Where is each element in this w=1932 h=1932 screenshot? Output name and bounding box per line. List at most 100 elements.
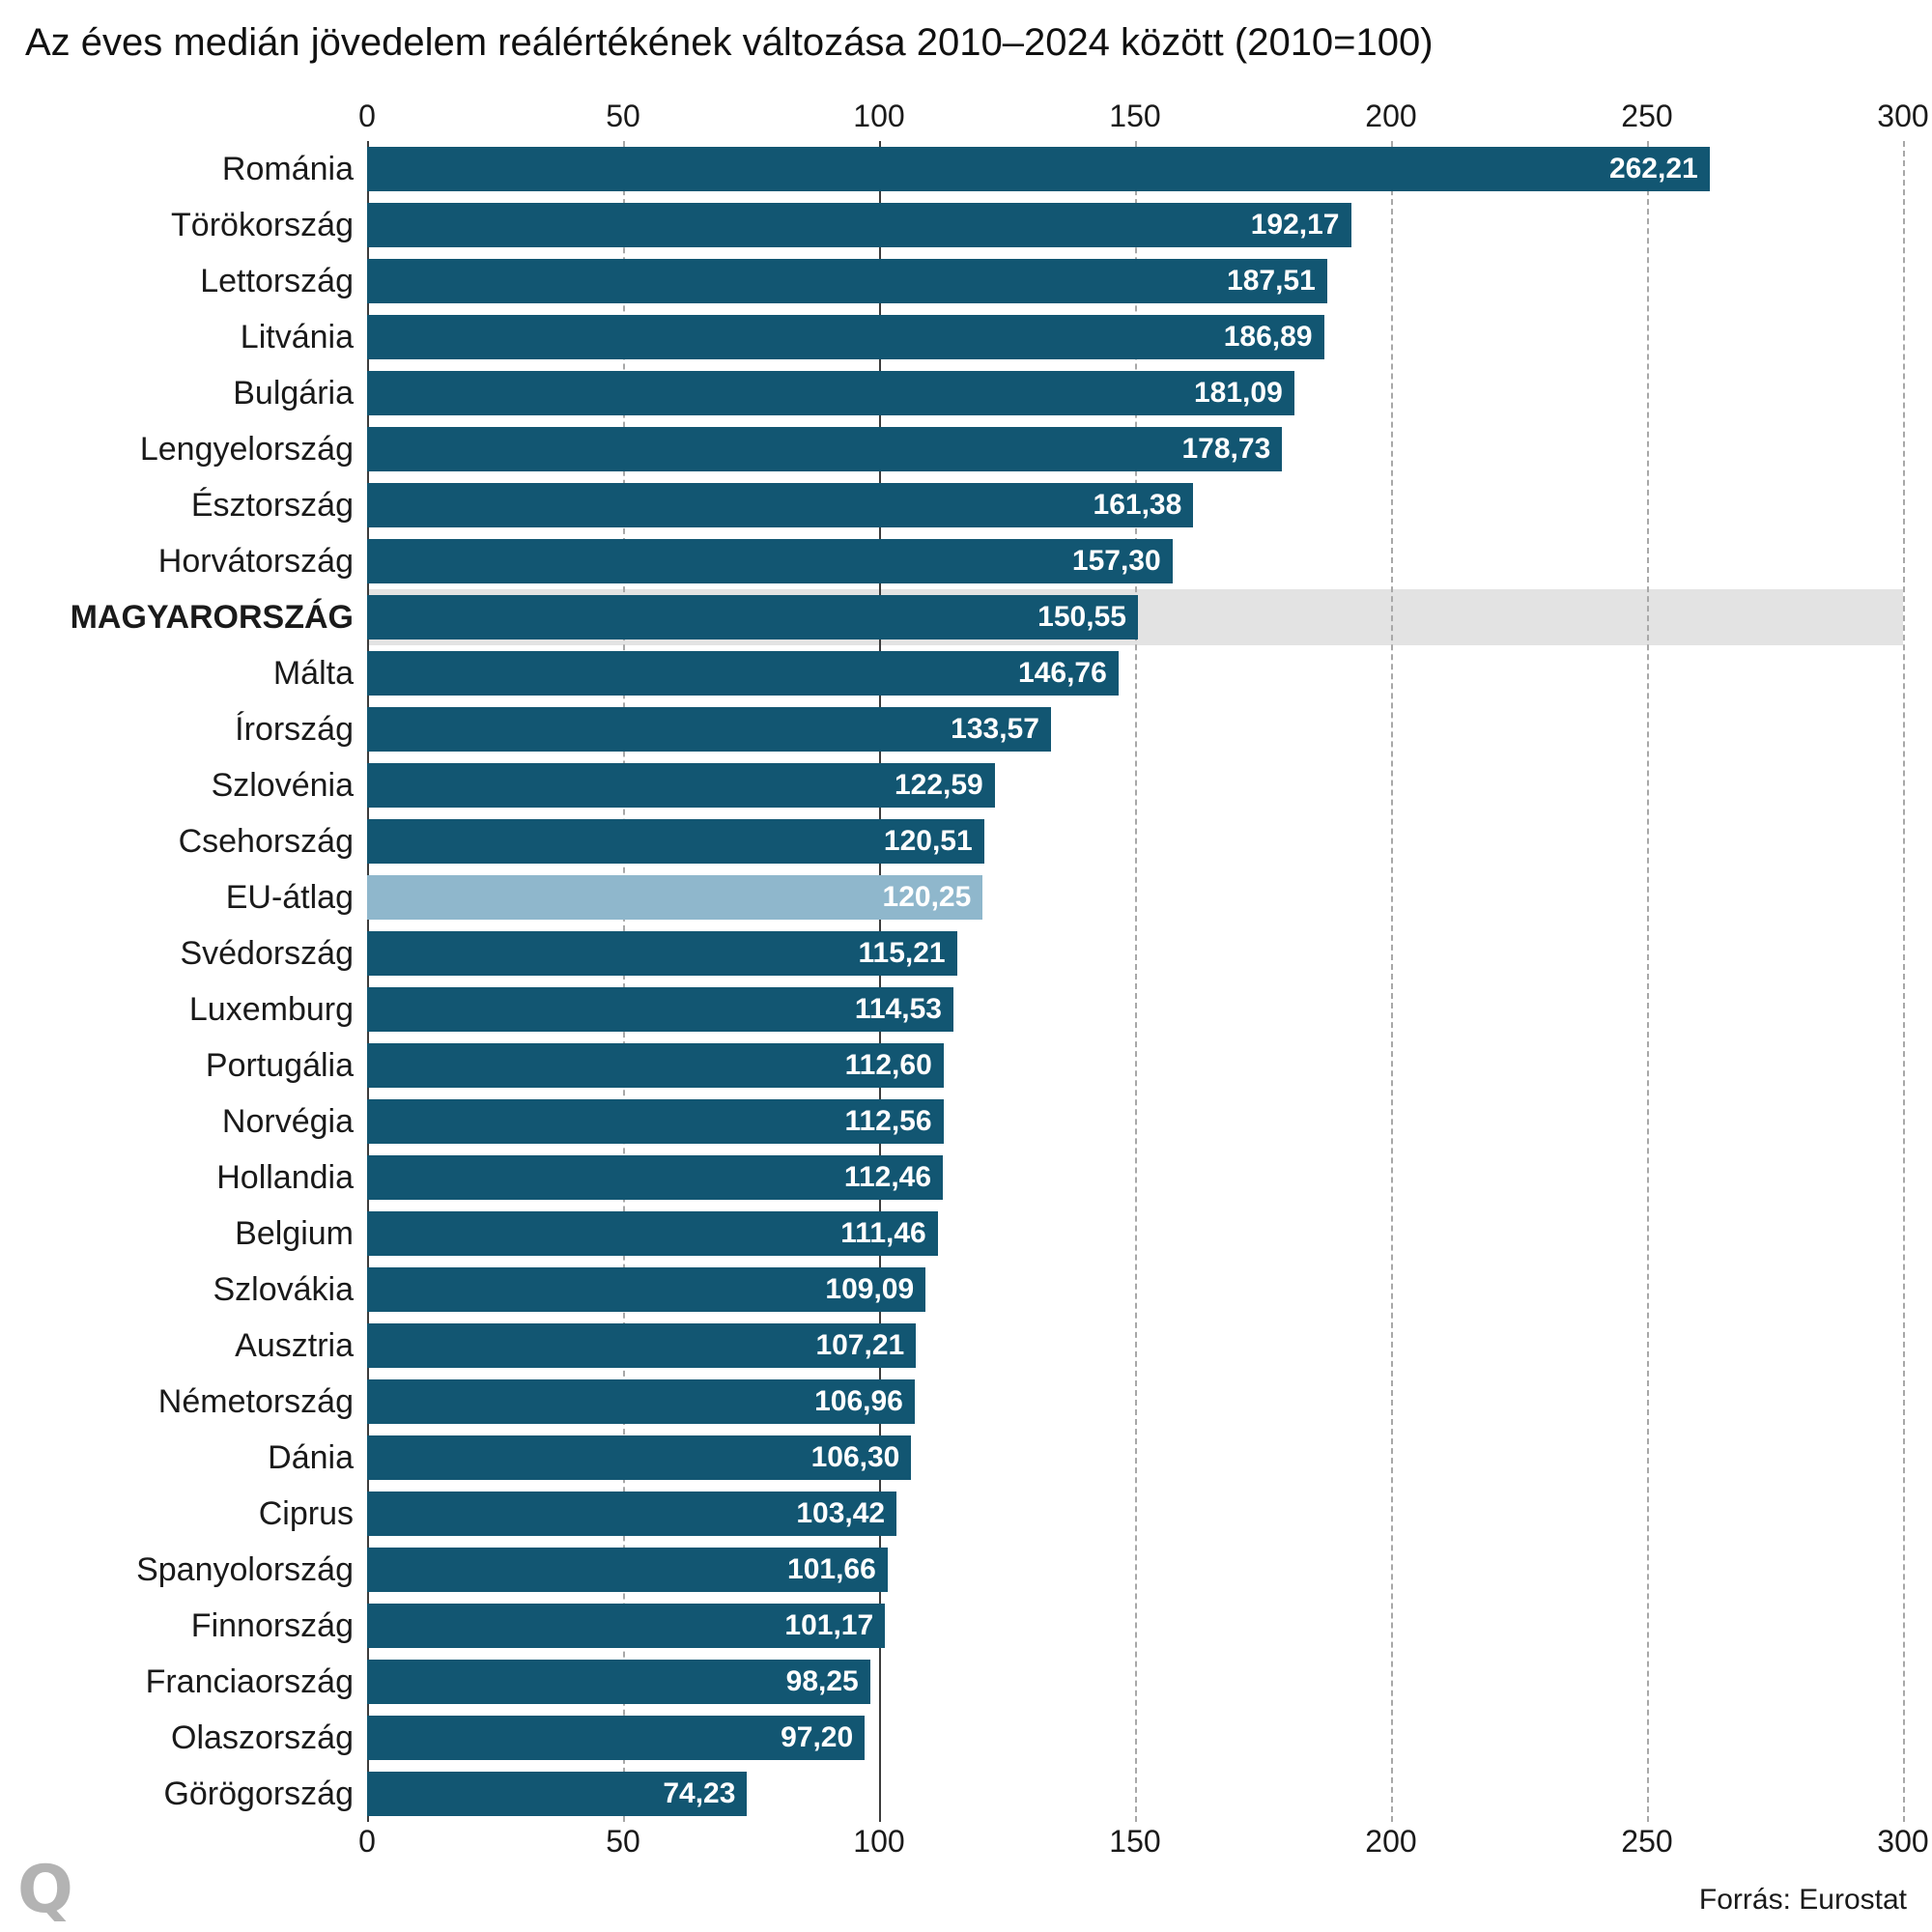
bar-row: EU-átlag 120,25 — [29, 869, 1903, 925]
category-label: Ciprus — [258, 1494, 354, 1532]
category-label: Norvégia — [221, 1102, 354, 1140]
value-label: 192,17 — [1250, 209, 1340, 241]
axis-tick-label: 100 — [853, 1824, 905, 1859]
bar: 112,60 — [367, 1043, 944, 1088]
bar: 146,76 — [367, 651, 1119, 696]
value-label: 150,55 — [1037, 601, 1126, 633]
bar-row: Ausztria 107,21 — [29, 1318, 1903, 1374]
bar: 98,25 — [367, 1660, 870, 1704]
bar-rows: Románia 262,21 Törökország 192,17 Lettország… — [29, 141, 1903, 1822]
bar: 112,56 — [367, 1099, 944, 1144]
row-plot-area: 97,20 — [367, 1710, 1903, 1766]
bar-row: Szlovákia 109,09 — [29, 1262, 1903, 1318]
row-plot-area: 109,09 — [367, 1262, 1903, 1318]
bar: 97,20 — [367, 1716, 866, 1760]
row-plot-area: 262,21 — [367, 141, 1903, 197]
bar: 192,17 — [367, 203, 1351, 247]
axis-tick-label: 0 — [358, 1824, 376, 1859]
chart-title: Az éves medián jövedelem reálértékének v… — [25, 21, 1434, 64]
bar-row: Belgium 111,46 — [29, 1206, 1903, 1262]
value-label: 161,38 — [1093, 489, 1182, 521]
row-plot-area: 178,73 — [367, 421, 1903, 477]
category-label: Írország — [235, 710, 354, 748]
row-plot-area: 106,30 — [367, 1430, 1903, 1486]
category-label: Litvánia — [240, 318, 354, 355]
bar-row: Írország 133,57 — [29, 701, 1903, 757]
bar-row: Szlovénia 122,59 — [29, 757, 1903, 813]
value-label: 111,46 — [840, 1217, 926, 1249]
category-label: Horvátország — [157, 542, 354, 580]
category-label: Németország — [157, 1382, 354, 1420]
category-label: Spanyolország — [136, 1550, 354, 1588]
bar-row: Finnország 101,17 — [29, 1598, 1903, 1654]
bar: 150,55 — [367, 595, 1138, 639]
row-plot-area: 98,25 — [367, 1654, 1903, 1710]
bar-row: Málta 146,76 — [29, 645, 1903, 701]
category-label: Románia — [221, 150, 354, 187]
bar: 103,42 — [367, 1492, 897, 1536]
category-label: Dánia — [268, 1438, 354, 1476]
category-label: Málta — [272, 654, 354, 692]
value-label: 120,25 — [882, 881, 972, 913]
value-label: 133,57 — [951, 713, 1039, 745]
bar-chart: 0 50 100 150 200 250 300 Románia 262,21 Törökors… — [29, 97, 1929, 1866]
bar: 120,51 — [367, 819, 984, 864]
row-plot-area: 112,56 — [367, 1094, 1903, 1150]
category-label: Lettország — [200, 262, 354, 299]
value-label: 157,30 — [1071, 545, 1161, 577]
value-label: 112,46 — [843, 1161, 932, 1193]
value-label: 107,21 — [815, 1329, 905, 1361]
bar-row: Svédország 115,21 — [29, 925, 1903, 981]
axis-tick-label: 250 — [1621, 99, 1673, 133]
bar-row: Norvégia 112,56 — [29, 1094, 1903, 1150]
category-label: EU-átlag — [225, 878, 354, 916]
bar-row: Luxemburg 114,53 — [29, 981, 1903, 1037]
row-plot-area: 115,21 — [367, 925, 1903, 981]
bar-row: Franciaország 98,25 — [29, 1654, 1903, 1710]
bar: 106,30 — [367, 1435, 912, 1480]
row-plot-area: 114,53 — [367, 981, 1903, 1037]
value-label: 120,51 — [883, 825, 973, 857]
value-label: 103,42 — [796, 1497, 886, 1529]
category-label: Észtország — [190, 486, 354, 524]
row-plot-area: 101,17 — [367, 1598, 1903, 1654]
value-label: 112,56 — [844, 1105, 932, 1137]
bar-row: Horvátország 157,30 — [29, 533, 1903, 589]
bar-row: Ciprus 103,42 — [29, 1486, 1903, 1542]
bar: 112,46 — [367, 1155, 944, 1200]
bar-row: Románia 262,21 — [29, 141, 1903, 197]
bar: 122,59 — [367, 763, 995, 808]
category-label: Szlovákia — [213, 1270, 354, 1308]
value-label: 109,09 — [825, 1273, 915, 1305]
row-plot-area: 157,30 — [367, 533, 1903, 589]
bar: 101,66 — [367, 1548, 888, 1592]
bar-row: Spanyolország 101,66 — [29, 1542, 1903, 1598]
row-plot-area: 146,76 — [367, 645, 1903, 701]
row-plot-area: 120,25 — [367, 869, 1903, 925]
row-plot-area: 101,66 — [367, 1542, 1903, 1598]
bar-row: Törökország 192,17 — [29, 197, 1903, 253]
axis-tick-label: 300 — [1877, 1824, 1929, 1859]
axis-tick-label: 200 — [1365, 99, 1417, 133]
category-label: Csehország — [178, 822, 354, 860]
bar: 181,09 — [367, 371, 1294, 415]
value-label: 122,59 — [894, 769, 983, 801]
axis-tick-label: 100 — [853, 99, 905, 133]
chart-body: Románia 262,21 Törökország 192,17 Lettország… — [29, 141, 1905, 1822]
row-plot-area: 161,38 — [367, 477, 1903, 533]
bar: 157,30 — [367, 539, 1173, 583]
row-plot-area: 74,23 — [367, 1766, 1903, 1822]
bar-row: Görögország 74,23 — [29, 1766, 1903, 1822]
row-plot-area: 186,89 — [367, 309, 1903, 365]
value-label: 115,21 — [858, 937, 946, 969]
row-plot-area: 106,96 — [367, 1374, 1903, 1430]
row-plot-area: 120,51 — [367, 813, 1903, 869]
category-label: Lengyelország — [139, 430, 354, 468]
category-label: Belgium — [235, 1214, 354, 1252]
bar-row: Észtország 161,38 — [29, 477, 1903, 533]
axis-bottom: 0 50 100 150 200 250 300 — [29, 1822, 1929, 1866]
bar-row: Portugália 112,60 — [29, 1037, 1903, 1094]
value-label: 187,51 — [1227, 265, 1316, 297]
publisher-logo: Q — [17, 1852, 73, 1928]
category-label: Szlovénia — [211, 766, 354, 804]
